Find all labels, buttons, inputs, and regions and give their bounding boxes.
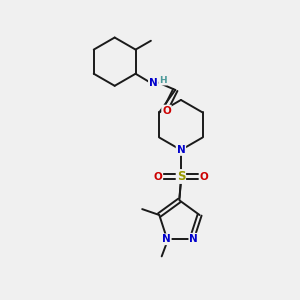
Text: N: N <box>176 145 185 155</box>
Text: N: N <box>149 78 158 88</box>
Text: N: N <box>189 234 198 244</box>
Text: O: O <box>154 172 162 182</box>
Text: O: O <box>162 106 171 116</box>
Text: O: O <box>200 172 208 182</box>
Text: N: N <box>162 234 171 244</box>
Text: H: H <box>159 76 167 85</box>
Text: S: S <box>177 170 185 183</box>
